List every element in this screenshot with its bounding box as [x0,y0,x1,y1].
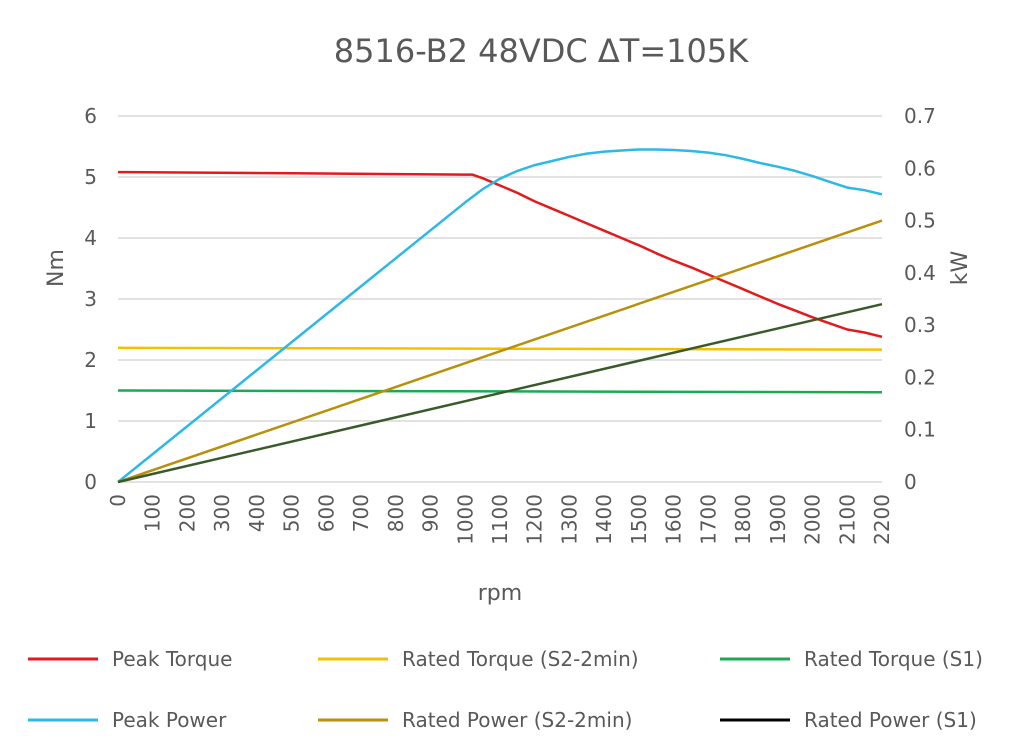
series-line-5 [117,302,883,484]
series-line-3 [117,148,883,483]
gridlines [118,115,882,483]
series-line-4 [117,219,883,484]
legend: Peak Torque Rated Torque (S2-2min) Rated T… [28,647,983,732]
y2-axis-ticks: 0 0.1 0.2 0.3 0.4 0.5 0.6 0.7 [904,104,936,494]
legend-label: Peak Torque [112,647,232,671]
y-axis-ticks: 0 1 2 3 4 5 6 [84,104,97,494]
x-tick-label: 1200 [523,494,547,545]
legend-label: Rated Power (S1) [804,708,977,732]
x-tick-label: 800 [384,494,408,532]
y-tick-label: 6 [84,104,97,128]
x-tick-label: 2200 [870,494,894,545]
x-tick-label: 1000 [453,494,477,545]
x-tick-label: 700 [349,494,373,532]
chart-title: 8516-B2 48VDC ΔT=105K [334,32,749,70]
y2-axis-label: kW [948,251,973,286]
x-tick-label: 1100 [488,494,512,545]
y2-tick-label: 0.3 [904,313,936,337]
series-line-1 [117,346,883,351]
x-tick-label: 400 [245,494,269,532]
x-tick-label: 2000 [801,494,825,545]
x-tick-label: 500 [280,494,304,532]
x-tick-label: 900 [419,494,443,532]
y-tick-label: 5 [84,165,97,189]
y2-tick-label: 0.5 [904,209,936,233]
y-tick-label: 1 [84,409,97,433]
x-tick-label: 0 [106,494,130,507]
x-tick-label: 1900 [766,494,790,545]
x-tick-label: 1600 [662,494,686,545]
x-axis-ticks: 0 100 200 300 400 500 600 700 800 900 1000 1100 1200… [106,494,894,545]
y-tick-label: 4 [84,226,97,250]
y2-tick-label: 0.4 [904,261,936,285]
x-tick-label: 1400 [592,494,616,545]
y-tick-label: 3 [84,287,97,311]
x-tick-label: 600 [314,494,338,532]
series-lines [117,148,883,484]
x-tick-label: 2100 [835,494,859,545]
x-axis-label: rpm [478,581,522,606]
x-tick-label: 200 [175,494,199,532]
y2-tick-label: 0 [904,470,917,494]
series-line-2 [117,389,883,394]
x-tick-label: 100 [141,494,165,532]
x-tick-label: 300 [210,494,234,532]
y-tick-label: 0 [84,470,97,494]
y-tick-label: 2 [84,348,97,372]
series-line-0 [117,170,883,339]
y2-tick-label: 0.2 [904,365,936,389]
legend-label: Peak Power [112,708,227,732]
legend-label: Rated Torque (S1) [804,647,983,671]
x-tick-label: 1700 [696,494,720,545]
legend-label: Rated Torque (S2-2min) [402,647,639,671]
y-axis-label: Nm [44,249,69,287]
x-tick-label: 1500 [627,494,651,545]
x-tick-label: 1300 [557,494,581,545]
x-tick-label: 1800 [731,494,755,545]
y2-tick-label: 0.6 [904,156,936,180]
y2-tick-label: 0.1 [904,418,936,442]
legend-label: Rated Power (S2-2min) [402,708,632,732]
y2-tick-label: 0.7 [904,104,936,128]
